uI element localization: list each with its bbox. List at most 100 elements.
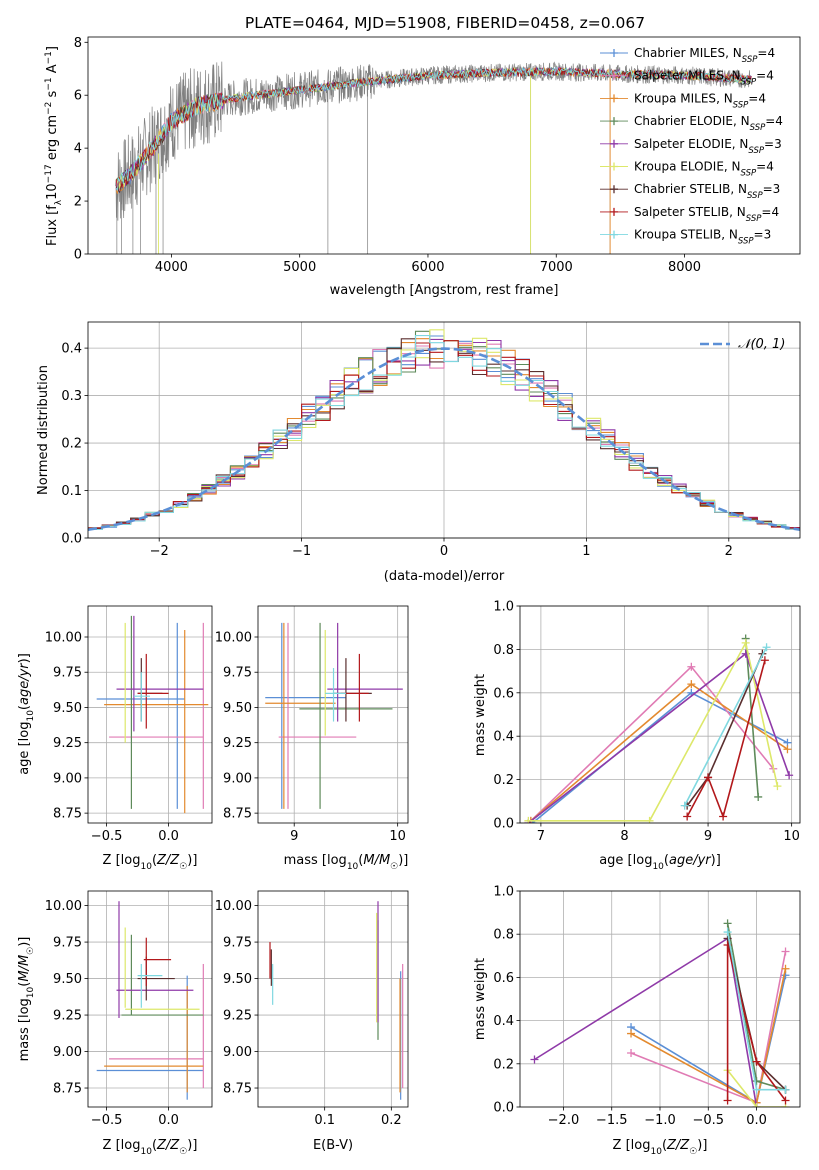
axes-frame xyxy=(87,36,801,255)
axes-frame xyxy=(87,321,801,539)
label-part: Z/Z xyxy=(156,853,180,868)
y-tick-label: 0.2 xyxy=(61,437,82,452)
legend-nssp-eq: = xyxy=(764,137,774,151)
label-part: ☉ xyxy=(390,862,398,872)
legend-nssp-eq: = xyxy=(748,91,758,105)
error-bar-point xyxy=(278,622,357,809)
label-part: ( xyxy=(17,705,32,710)
y-tick-label: 0 xyxy=(74,248,82,263)
plot-area xyxy=(96,615,209,814)
y-tick-label: 0.6 xyxy=(493,971,514,986)
legend-nssp-prefix: , N xyxy=(733,114,750,128)
label-part: M/M xyxy=(17,955,32,982)
label-part: 10 xyxy=(347,862,359,872)
label-part: ☉ xyxy=(26,947,36,955)
legend-nssp-prefix: , N xyxy=(729,205,746,219)
y-tick-label: 0.4 xyxy=(493,730,514,745)
x-tick-label: 10 xyxy=(389,829,406,844)
y-tick-label: 0.2 xyxy=(493,773,514,788)
y-tick-label: 9.75 xyxy=(223,666,252,681)
x-tick-label: −2.0 xyxy=(548,1113,580,1128)
label-part: A xyxy=(45,64,60,77)
data-marker xyxy=(783,745,792,754)
x-axis-label: Z [log10(Z/Z☉)] xyxy=(103,853,198,872)
y-tick-label: 9.25 xyxy=(53,1009,82,1024)
y-tick-label: 1.0 xyxy=(493,600,514,615)
x-tick-label: 4000 xyxy=(155,260,188,275)
legend-marker xyxy=(610,49,618,57)
mass-weight-series xyxy=(683,656,769,821)
error-bar-point xyxy=(121,934,204,1016)
legend-nssp-prefix: , N xyxy=(716,91,733,105)
data-marker xyxy=(741,638,750,647)
legend-entry: Kroupa MILES, NSSP=4 xyxy=(634,91,766,110)
error-bar-point xyxy=(325,668,346,722)
label-part: )] xyxy=(187,853,197,868)
x-tick-label: 0 xyxy=(440,544,448,559)
legend-nssp-eq: = xyxy=(754,228,764,242)
label-part: ( xyxy=(152,853,157,868)
x-tick-label: 1 xyxy=(582,544,590,559)
y-tick-label: 8.75 xyxy=(223,807,252,822)
grid-lines xyxy=(88,606,212,823)
x-axis-label: Z [log10(Z/Z☉)] xyxy=(613,1138,708,1157)
error-bar-point xyxy=(124,927,200,1010)
label-part: Z/Z xyxy=(666,1138,690,1153)
label-part: age [log xyxy=(17,722,32,775)
label-part: ( xyxy=(664,853,669,868)
data-marker xyxy=(704,773,713,782)
y-tick-label: 10.00 xyxy=(45,631,82,646)
legend-nssp-eq: = xyxy=(765,114,775,128)
plot-area xyxy=(96,901,204,1100)
y-tick-label: 0.0 xyxy=(493,817,514,832)
figure-title: PLATE=0464, MJD=51908, FIBERID=0458, z=0… xyxy=(245,14,645,32)
legend-marker xyxy=(610,71,618,80)
x-tick-label: −1.0 xyxy=(644,1113,676,1128)
axes-mass-weight-vs-z: −2.0 −1.5 −1.0 −0.5 0.0 0.0 0.2 0.4 0.6 0.8 1.0 mas… xyxy=(473,885,801,1157)
plot-area xyxy=(530,919,790,1107)
data-marker xyxy=(760,656,769,665)
label-part: ( xyxy=(152,1138,157,1153)
legend-name: Kroupa ELODIE xyxy=(634,160,724,174)
legend-nssp-value: 3 xyxy=(764,228,772,242)
data-marker xyxy=(627,1029,636,1038)
axes-frame xyxy=(87,890,213,1108)
data-marker xyxy=(687,662,696,671)
error-bar-point xyxy=(96,622,185,809)
axes-frame xyxy=(257,890,409,1108)
label-part: Z/Z xyxy=(156,1138,180,1153)
y-tick-label: 10.00 xyxy=(215,899,252,914)
data-marker xyxy=(773,782,782,791)
axes-mass-vs-ebv: 0.1 0.2 8.75 9.00 9.25 9.50 9.75 10.00 E(B-V) xyxy=(215,890,409,1153)
legend-entry: Chabrier ELODIE, NSSP=4 xyxy=(634,114,783,133)
legend-name: Chabrier ELODIE xyxy=(634,114,733,128)
mass-weight-series xyxy=(723,941,790,1105)
legend-entry: Salpeter MILES, NSSP=4 xyxy=(634,69,774,88)
axes-frame xyxy=(519,890,801,1108)
grid-lines xyxy=(520,890,800,1108)
y-tick-label: 1.0 xyxy=(493,885,514,900)
legend-nssp-value: 3 xyxy=(773,182,781,196)
label-part: ( xyxy=(17,982,32,987)
y-tick-label: 0.0 xyxy=(61,532,82,547)
error-bar-point xyxy=(340,653,369,722)
label-part: ( xyxy=(662,1138,667,1153)
y-tick-label: 10.00 xyxy=(215,631,252,646)
y-tick-label: 2 xyxy=(74,195,82,210)
x-tick-label: 5000 xyxy=(283,260,316,275)
data-marker xyxy=(645,816,654,823)
y-tick-label: 10.00 xyxy=(45,899,82,914)
legend-nssp-sub: SSP xyxy=(747,191,763,201)
mass-weight-series xyxy=(741,634,763,801)
y-tick-label: 8.75 xyxy=(53,1082,82,1097)
legend-nssp-eq: = xyxy=(757,46,767,60)
legend-nssp-value: 4 xyxy=(771,205,779,219)
legend-nssp-sub: SSP xyxy=(738,237,754,247)
y-axis-label: age [log10(age/yr)] xyxy=(17,653,36,775)
axes-frame xyxy=(519,605,801,824)
series-line xyxy=(744,638,759,798)
legend-nssp-eq: = xyxy=(763,182,773,196)
plot-area xyxy=(88,329,800,531)
